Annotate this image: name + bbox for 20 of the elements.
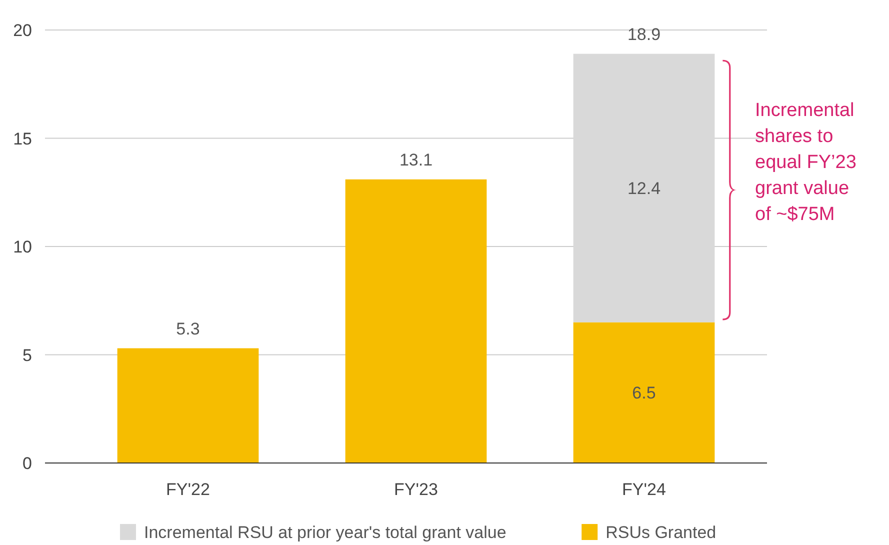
y-tick-label: 15 — [13, 129, 32, 148]
y-tick-label: 5 — [22, 346, 32, 365]
x-tick-label: FY'22 — [166, 480, 210, 499]
x-tick-label: FY'24 — [622, 480, 666, 499]
y-tick-label: 10 — [13, 238, 32, 256]
data-label: 13.1 — [399, 150, 433, 170]
x-tick-label: FY'23 — [394, 480, 438, 499]
y-tick-label: 0 — [22, 454, 32, 473]
annotation: Incremental shares to equal FY’23 grant value of ~$75M — [755, 100, 856, 225]
bar — [573, 322, 715, 463]
y-tick-label: 20 — [13, 21, 32, 40]
data-label: 6.5 — [632, 384, 656, 403]
legend-label: Incremental RSU at prior year's total grant value — [144, 523, 506, 542]
data-label: 12.4 — [627, 179, 661, 198]
total-label: 18.9 — [627, 24, 661, 44]
bar — [573, 54, 715, 322]
bar — [117, 348, 259, 463]
legend-label: RSUs Granted — [606, 523, 716, 542]
bar — [345, 179, 487, 463]
data-label: 5.3 — [176, 319, 200, 338]
